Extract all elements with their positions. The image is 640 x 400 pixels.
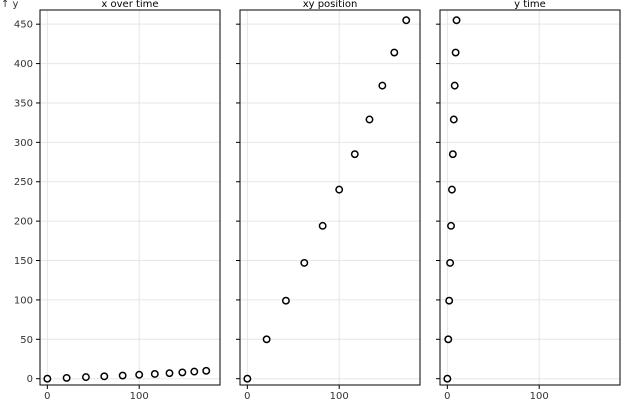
panel-3-frame <box>439 9 621 386</box>
data-point <box>402 16 411 25</box>
y-tick-label: 400 <box>14 59 33 70</box>
data-point <box>378 81 387 90</box>
data-point <box>81 373 90 382</box>
y-tick-label: 300 <box>14 138 33 149</box>
y-tick-label: 250 <box>14 177 33 188</box>
data-point <box>190 367 199 376</box>
data-point <box>300 258 309 267</box>
data-point <box>452 16 461 25</box>
y-tick-label: 350 <box>14 98 33 109</box>
data-point <box>447 221 455 230</box>
data-point <box>448 150 457 159</box>
x-tick-label: 0 <box>44 391 50 400</box>
data-point <box>449 115 458 124</box>
data-point <box>450 81 459 90</box>
data-point <box>446 258 455 267</box>
data-point <box>444 335 453 344</box>
panel-2: 0 100 xy position <box>236 0 421 400</box>
data-point <box>365 115 374 124</box>
y-tick-label: 200 <box>14 217 33 228</box>
y-tick-label: 150 <box>14 256 33 267</box>
data-point <box>447 185 456 194</box>
data-point <box>165 369 174 378</box>
data-point <box>135 370 144 379</box>
x-tick-label: 100 <box>530 391 549 400</box>
y-tick-label: 100 <box>14 295 33 306</box>
data-point <box>281 296 290 305</box>
y-tick-label: 0 <box>27 374 33 385</box>
data-point <box>43 374 52 383</box>
y-tick-label: 50 <box>20 335 33 346</box>
x-tick-label: 100 <box>330 391 349 400</box>
x-tick-label: 0 <box>244 391 250 400</box>
data-point <box>445 296 454 305</box>
data-point <box>178 368 187 377</box>
panel-1-frame <box>39 9 221 386</box>
y-axis-label: ↑ y <box>1 0 19 10</box>
data-point <box>318 221 327 230</box>
data-point <box>350 150 359 159</box>
data-point <box>335 185 344 194</box>
panel-title: x over time <box>101 0 158 10</box>
y-tick-label: 450 <box>14 20 33 31</box>
data-point <box>390 48 399 57</box>
data-point <box>262 335 271 344</box>
data-point <box>202 366 211 375</box>
data-point <box>62 373 71 382</box>
panel-2-frame <box>239 9 421 386</box>
x-tick-label: 100 <box>130 391 149 400</box>
panel-3: 0 100 y time <box>436 0 621 400</box>
data-point <box>118 371 127 380</box>
data-point <box>451 48 460 57</box>
data-point <box>150 370 159 378</box>
data-point <box>443 374 452 383</box>
panel-title: y time <box>514 0 546 10</box>
panels: 0 50 100 150 200 250 300 350 400 450 0 100 x over ti… <box>14 0 621 400</box>
x-tick-label: 0 <box>444 391 450 400</box>
data-point <box>243 374 252 383</box>
panel-1: 0 50 100 150 200 250 300 350 400 450 0 100 x over ti… <box>14 0 221 400</box>
data-point <box>100 372 109 381</box>
panel-title: xy position <box>303 0 358 10</box>
